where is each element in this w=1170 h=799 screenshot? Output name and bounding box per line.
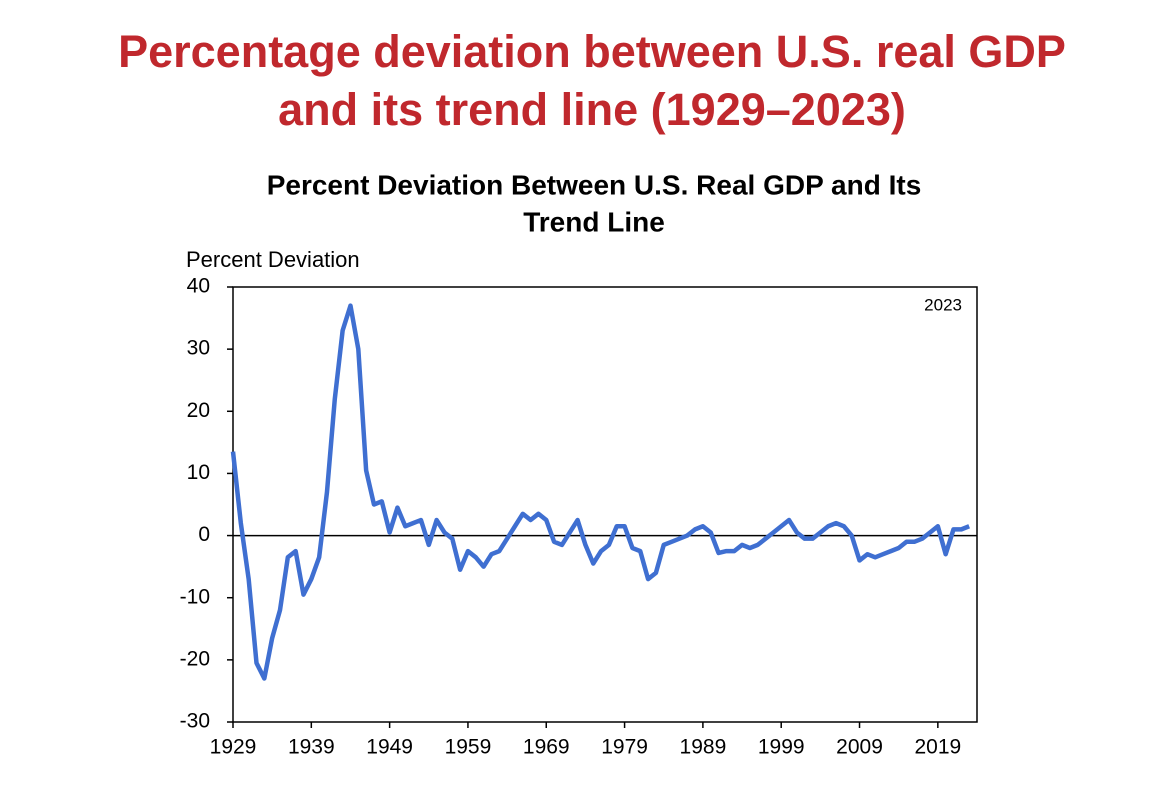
annotation: 2023 (924, 295, 962, 314)
chart-title: Trend Line (523, 206, 665, 237)
x-tick-label: 1939 (288, 736, 335, 759)
slide-title: Percentage deviation between U.S. real G… (118, 26, 1066, 77)
chart-title: Percent Deviation Between U.S. Real GDP … (267, 169, 922, 200)
data-line (230, 303, 970, 681)
y-tick-label: 30 (187, 337, 210, 360)
x-tick-label: 2009 (836, 736, 883, 759)
x-tick-label: 1989 (680, 736, 727, 759)
y-tick-label: -10 (180, 585, 210, 608)
x-tick-label: 1979 (601, 736, 648, 759)
y-tick-label: 0 (198, 523, 210, 546)
x-tick-label: 2019 (914, 736, 961, 759)
x-tick-label: 1999 (758, 736, 805, 759)
y-axis-label: Percent Deviation (186, 247, 360, 272)
x-tick-label: 1959 (445, 736, 492, 759)
y-tick-label: -20 (180, 647, 210, 670)
slide-title: and its trend line (1929–2023) (278, 84, 906, 135)
y-tick-label: 10 (187, 461, 210, 484)
plot-frame (232, 286, 978, 723)
y-tick-label: 40 (187, 275, 210, 298)
x-tick-label: 1929 (210, 736, 257, 759)
y-tick-label: 20 (187, 399, 210, 422)
x-tick-label: 1949 (366, 736, 413, 759)
y-tick-label: -30 (180, 710, 210, 733)
x-tick-label: 1969 (523, 736, 570, 759)
